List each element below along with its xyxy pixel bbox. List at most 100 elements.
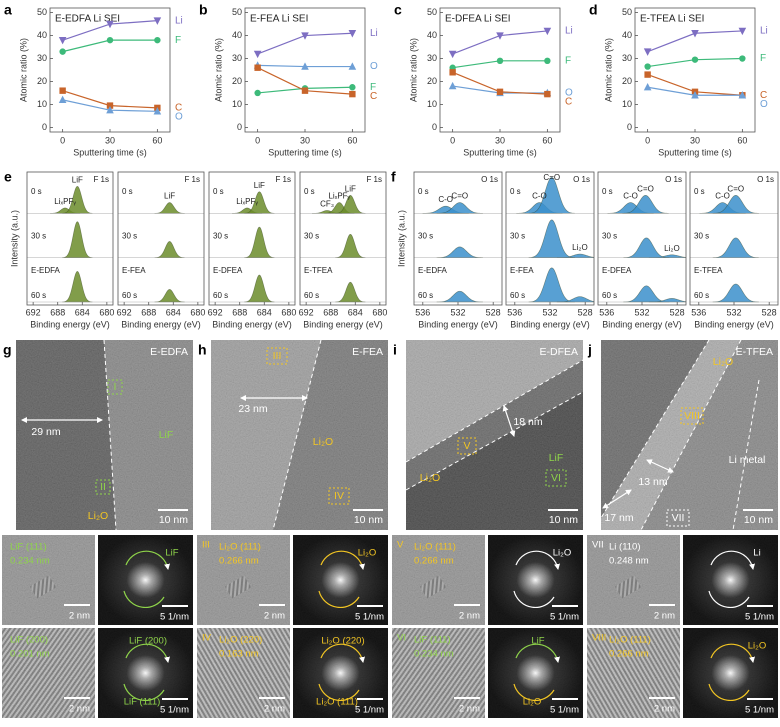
marker [739, 55, 746, 62]
x-tick-label: 536 [599, 307, 614, 317]
plane-label: LiF (111) [10, 542, 47, 553]
y-axis-label: Intensity (a.u.) [396, 210, 406, 267]
time-label: 0 s [122, 187, 133, 196]
marker [643, 83, 652, 91]
y-tick-label: 50 [232, 7, 242, 17]
plot-frame [26, 171, 114, 306]
peak [436, 246, 483, 258]
region-box [680, 407, 704, 425]
x-tick-label: 60 [152, 135, 162, 145]
fft-inset: LiF Li₂O 5 1/nm [488, 628, 583, 718]
chart-title: E-DFEA Li SEI [445, 14, 511, 25]
time-label: 60 s [602, 291, 617, 300]
y-tick-label: 0 [237, 122, 242, 132]
y-tick-label: 40 [427, 30, 437, 40]
marker [106, 36, 114, 44]
spectrum-panel [118, 202, 204, 303]
scale-label: 5 1/nm [355, 705, 384, 716]
fft-noise [293, 628, 388, 718]
fft-ring [320, 643, 365, 663]
x-tick-label: 30 [105, 135, 115, 145]
x-tick-label: 692 [299, 307, 314, 317]
scale-label: 5 1/nm [745, 612, 774, 623]
boundary [732, 379, 760, 531]
tem-label: 10 nm [159, 514, 188, 526]
peak-label: C=O [543, 173, 560, 182]
x-axis-label: Binding energy (eV) [303, 319, 383, 329]
tem-noise [406, 340, 583, 530]
scale-label: 2 nm [654, 611, 675, 622]
tem-label: IV [334, 490, 344, 502]
hrtem-inset: III Li₂O (111) 0.266 nm 2 nm [197, 535, 290, 625]
x-axis-label: Sputtering time (s) [658, 147, 732, 157]
x-axis-label: Binding energy (eV) [418, 319, 498, 329]
fft-noise [488, 535, 583, 625]
peak-label: Li₂O [664, 244, 680, 253]
peak [154, 289, 185, 303]
boundary [272, 339, 322, 531]
fft-ring [708, 590, 750, 609]
marker [738, 27, 747, 36]
x-tick-label: 30 [495, 135, 505, 145]
spacing-label: 0.266 nm [609, 649, 649, 660]
marker [496, 88, 504, 96]
fringe-patch [419, 575, 447, 599]
time-label: 30 s [510, 231, 525, 240]
x-tick-label: 30 [300, 135, 310, 145]
region-box [545, 469, 567, 487]
peak [436, 290, 483, 303]
tem-label: Li metal [729, 454, 766, 466]
scale-label: 5 1/nm [550, 705, 579, 716]
sample-label: E-EDFA [418, 266, 448, 275]
tem-label: I [114, 381, 117, 393]
region-box [328, 487, 350, 505]
time-label: 0 s [602, 187, 613, 196]
fft-label: Li₂O [523, 697, 541, 708]
legend-label: C [760, 90, 767, 101]
fft-label: LiF [531, 636, 544, 647]
fft-inset: Li₂O (220) Li₂O (111)5 1/nm [293, 628, 388, 718]
hrtem-inset: LiF (111) 0.234 nm 2 nm [2, 535, 95, 625]
time-label: 30 s [602, 231, 617, 240]
x-axis-label: Binding energy (eV) [30, 319, 110, 329]
peak [244, 191, 275, 214]
marker [644, 71, 651, 78]
tem-label: 23 nm [238, 403, 267, 415]
fft-ring [318, 683, 360, 702]
element-label: F 1s [93, 175, 109, 184]
element-label: O 1s [757, 175, 774, 184]
time-label: 30 s [31, 231, 46, 240]
x-tick-label: 692 [208, 307, 223, 317]
legend-label: F [760, 53, 766, 64]
element-label: O 1s [665, 175, 682, 184]
y-tick-label: 40 [622, 30, 632, 40]
peak [436, 202, 483, 214]
scale-label: 2 nm [69, 611, 90, 622]
tem-panel: E-DFEA 18 nm Li₂O LiF V VI 10 nm [405, 340, 584, 530]
spectrum-panel [690, 195, 778, 303]
scale-label: 2 nm [264, 704, 285, 715]
peak [154, 202, 185, 214]
peak [62, 221, 93, 258]
marker [544, 90, 551, 98]
fft-ring [513, 683, 555, 702]
panel-label: d [589, 2, 598, 18]
x-axis-label: Binding energy (eV) [602, 319, 682, 329]
time-label: 0 s [304, 187, 315, 196]
peak-label: LiF [254, 181, 265, 190]
x-axis-label: Sputtering time (s) [463, 147, 537, 157]
x-tick-label: 684 [348, 307, 363, 317]
sample-label: E-TFEA [304, 266, 333, 275]
y-tick-label: 20 [232, 76, 242, 86]
legend-label: O [175, 112, 183, 123]
legend-label: F [565, 55, 571, 66]
time-label: 30 s [418, 231, 433, 240]
tem-label: 17 nm [604, 512, 633, 524]
plot-frame [299, 171, 387, 306]
tem-label: V [463, 440, 470, 452]
peak-label: LiF [345, 184, 356, 193]
marker [153, 107, 162, 115]
marker [738, 91, 747, 99]
x-tick-label: 532 [542, 307, 557, 317]
